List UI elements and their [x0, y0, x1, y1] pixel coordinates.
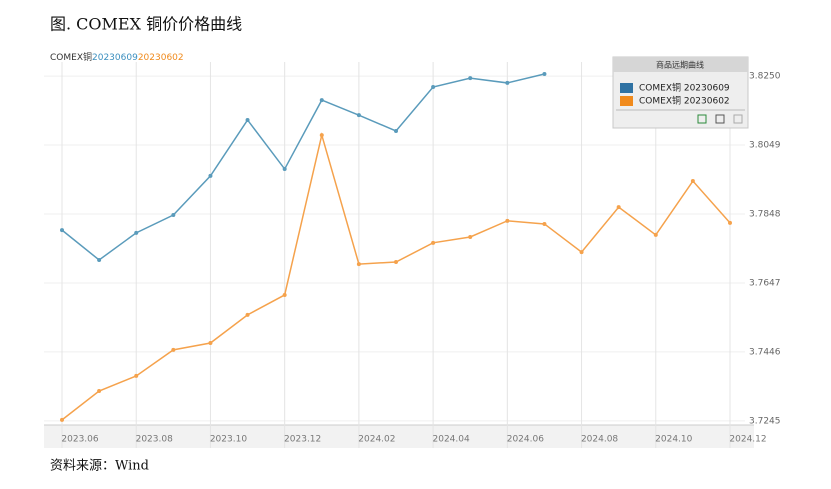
- x-axis-band: [44, 425, 754, 448]
- data-point: [171, 213, 176, 218]
- x-tick-label: 2024.12: [729, 435, 766, 445]
- subtitle: COMEX铜2023060920230602: [50, 51, 184, 63]
- data-point: [319, 98, 324, 103]
- data-point: [319, 133, 324, 138]
- data-point: [542, 221, 547, 226]
- data-point: [356, 262, 361, 267]
- legend-title: 商品远期曲线: [656, 60, 704, 70]
- legend-label: COMEX铜 20230602: [639, 95, 730, 107]
- x-tick-label: 2024.02: [358, 435, 395, 445]
- subtitle-part: 20230609: [92, 53, 138, 63]
- data-point: [245, 312, 250, 317]
- x-tick-label: 2023.10: [210, 435, 247, 445]
- data-point: [134, 373, 139, 378]
- x-tick-label: 2023.08: [136, 435, 173, 445]
- data-point: [728, 220, 732, 225]
- data-point: [245, 117, 250, 122]
- legend-swatch: [620, 96, 633, 106]
- x-tick-label: 2024.08: [581, 435, 618, 445]
- data-point: [282, 167, 287, 172]
- data-point: [468, 76, 473, 81]
- icon[interactable]: [697, 114, 707, 124]
- icon[interactable]: [715, 114, 725, 124]
- data-point: [60, 417, 64, 422]
- data-point: [616, 205, 621, 210]
- subtitle-part: 20230602: [138, 53, 184, 63]
- x-tick-label: 2024.06: [507, 435, 544, 445]
- data-point: [431, 240, 436, 245]
- data-point: [505, 80, 510, 85]
- y-tick-label: 3.7245: [749, 416, 781, 426]
- data-point: [97, 389, 102, 394]
- data-point: [171, 347, 176, 352]
- data-point: [134, 230, 139, 235]
- series-line: [61, 73, 545, 261]
- data-point: [394, 260, 398, 265]
- data-point: [579, 250, 584, 255]
- icon[interactable]: [733, 114, 743, 124]
- y-tick-label: 3.8049: [749, 141, 781, 151]
- y-tick-label: 3.7647: [749, 278, 781, 288]
- source: 资料来源：Wind: [50, 459, 149, 474]
- data-point: [282, 292, 287, 297]
- x-tick-label: 2023.06: [61, 435, 98, 445]
- data-point: [542, 72, 547, 77]
- plot: 2023.06 2023.08 2023.10 2023.12 2024.02 2024.…: [44, 62, 767, 448]
- legend-swatch: [620, 83, 633, 93]
- chart-title: 图. COMEX 铜价价格曲线: [50, 15, 242, 34]
- data-point: [690, 179, 695, 184]
- y-tick-label: 3.7446: [749, 347, 781, 357]
- data-point: [97, 257, 102, 262]
- y-tick-label: 3.8250: [749, 72, 781, 82]
- data-point: [208, 340, 213, 345]
- data-point: [208, 173, 213, 178]
- data-point: [653, 232, 658, 237]
- subtitle-part: COMEX铜: [50, 51, 92, 63]
- data-point: [468, 234, 473, 239]
- series-line: [61, 132, 731, 421]
- data-point: [356, 113, 361, 118]
- x-tick-label: 2023.12: [284, 435, 321, 445]
- x-tick-label: 2024.04: [433, 435, 470, 445]
- x-tick-label: 2024.10: [655, 435, 692, 445]
- data-point: [505, 218, 510, 223]
- data-point: [431, 85, 436, 90]
- data-point: [60, 228, 64, 233]
- legend-header: [613, 57, 748, 72]
- data-point: [394, 128, 398, 133]
- legend-box: 商品远期曲线: [612, 56, 749, 129]
- y-tick-label: 3.7848: [749, 209, 781, 219]
- legend-label: COMEX铜 20230609: [639, 82, 730, 94]
